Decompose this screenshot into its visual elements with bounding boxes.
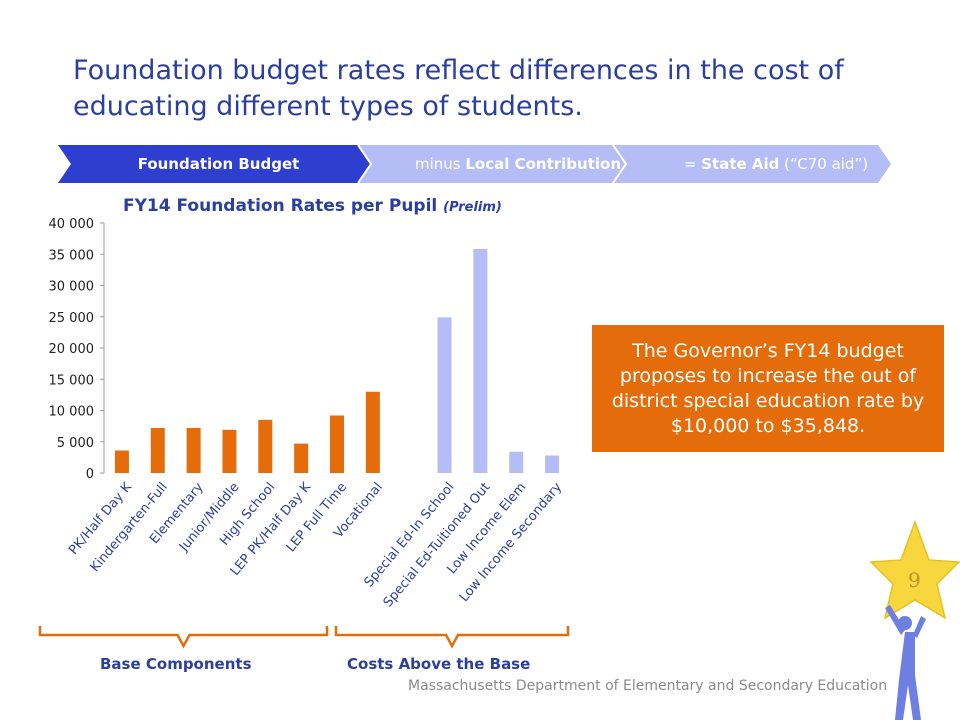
y-tick-label: 20 000 <box>49 342 95 357</box>
group-label-base-components: Base Components <box>100 655 252 673</box>
footer-text: Massachusetts Department of Elementary a… <box>408 678 888 694</box>
banner-step-2-shape <box>358 145 626 183</box>
y-tick-label: 0 <box>86 467 94 482</box>
bar-lep-full-time <box>330 415 344 473</box>
chart-title: FY14 Foundation Rates per Pupil (Prelim) <box>123 196 502 216</box>
banner-step-state-aid: = State Aid (“C70 aid”) <box>683 155 869 173</box>
banner-arrows <box>58 145 891 183</box>
bar-low-income-secondary <box>545 455 560 473</box>
brace-base-components <box>38 626 329 649</box>
bar-pk-half-day-k <box>114 450 129 473</box>
y-tick-label: 15 000 <box>49 373 95 388</box>
page-number: 9 <box>908 568 921 592</box>
process-banner: Foundation Budget minus Local Contributi… <box>58 145 893 183</box>
callout-box: The Governor’s FY14 budget proposes to i… <box>592 325 944 452</box>
bar-kindergarten-full <box>150 428 165 473</box>
bar-high-school <box>258 419 273 473</box>
y-tick-label: 40 000 <box>49 217 95 232</box>
star-mascot-icon <box>869 520 960 720</box>
y-tick-label: 35 000 <box>49 248 95 263</box>
brace-costs-above-base <box>334 626 570 649</box>
banner-step-1-shape <box>58 145 371 183</box>
x-tick-label: PK/Half Day K <box>66 480 135 558</box>
bar-junior-middle <box>222 429 237 473</box>
y-tick-label: 30 000 <box>49 280 95 295</box>
bar-low-income-elem <box>509 451 524 473</box>
banner-step-3-shape <box>598 145 891 183</box>
banner-step-foundation-budget: Foundation Budget <box>137 155 300 173</box>
banner-step-local-contribution: minus Local Contribution <box>414 155 622 173</box>
bar-special-ed-in-school <box>437 317 452 473</box>
y-tick-label: 10 000 <box>49 405 95 420</box>
bar-vocational <box>365 391 380 473</box>
bar-lep-pk-half-day-k <box>294 443 309 473</box>
y-tick-label: 5 000 <box>57 436 94 451</box>
y-tick-label: 25 000 <box>49 311 95 326</box>
callout-text: The Governor’s FY14 budget proposes to i… <box>611 339 925 437</box>
group-label-costs-above-base: Costs Above the Base <box>347 655 531 673</box>
chart-title-note: (Prelim) <box>443 200 502 215</box>
slide-title: Foundation budget rates reflect differen… <box>73 55 844 122</box>
bar-elementary <box>186 428 201 473</box>
bar-special-ed-tuitioned-out <box>473 248 488 473</box>
